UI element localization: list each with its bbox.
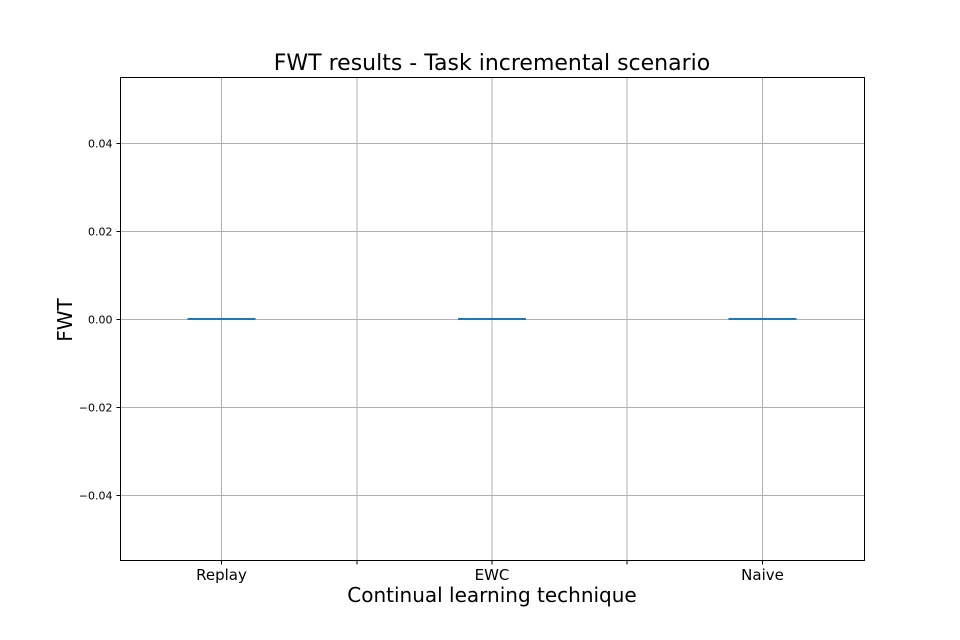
x-axis-ticks: Replay EWC Naive [196, 560, 784, 584]
x-tick-label-replay: Replay [196, 566, 247, 584]
y-tick-label: 0.04 [88, 138, 113, 151]
y-tick-label: 0.02 [88, 226, 113, 239]
y-tick-label: 0.00 [88, 314, 113, 327]
y-tick-label: −0.04 [79, 490, 113, 503]
y-axis-ticks: 0.04 0.02 0.00 −0.02 −0.04 [79, 138, 121, 503]
x-tick-label-ewc: EWC [475, 566, 510, 584]
chart-title: FWT results - Task incremental scenario [274, 51, 710, 76]
y-axis-label: FWT [53, 297, 77, 341]
y-tick-label: −0.02 [79, 402, 113, 415]
x-tick-label-naive: Naive [741, 566, 784, 584]
x-axis-label: Continual learning technique [347, 583, 636, 607]
